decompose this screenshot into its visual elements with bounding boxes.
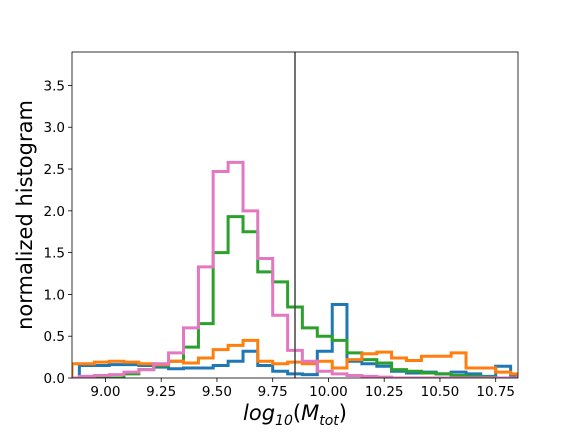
x-tick-label: 9.50 (202, 384, 232, 400)
x-tick-label: 10.00 (309, 384, 348, 400)
plot-area-frame (71, 51, 519, 379)
x-axis-label-close: ) (339, 401, 347, 425)
histogram-series-3 (72, 338, 518, 378)
y-tick-label: 1.5 (44, 246, 65, 262)
x-axis-label-open: ( (293, 401, 301, 425)
x-axis-label: log10(Mtot) (243, 401, 347, 429)
x-tick-label: 9.25 (146, 384, 176, 400)
y-tick-label: 3.0 (44, 120, 65, 136)
y-axis-ticks: 0.0 0.5 1.0 1.5 2.0 2.5 3.0 3.5 (44, 78, 72, 387)
series-layer (72, 160, 518, 378)
x-axis-ticks: 9.00 9.25 9.50 9.75 10.00 10.25 10.50 10.75 (90, 378, 515, 400)
y-tick-label: 0.0 (44, 371, 65, 387)
x-tick-label: 9.00 (90, 384, 120, 400)
y-tick-label: 2.0 (44, 204, 65, 220)
y-tick-label: 2.5 (44, 162, 65, 178)
y-tick-label: 0.5 (44, 329, 65, 345)
histogram-series-4 (72, 160, 518, 378)
y-tick-label: 3.5 (44, 78, 65, 94)
x-axis-label-sub: 10 (275, 413, 293, 429)
x-tick-label: 10.50 (421, 384, 460, 400)
x-tick-label: 10.25 (365, 384, 404, 400)
x-tick-label: 10.75 (476, 384, 515, 400)
y-axis-label: normalized histogram (13, 100, 37, 330)
x-axis-label-base: log (243, 401, 275, 425)
y-tick-label: 1.0 (44, 287, 65, 303)
x-axis-label-var-sub: tot (319, 413, 339, 429)
x-axis-label-var: M (301, 401, 319, 425)
x-tick-label: 9.75 (258, 384, 288, 400)
